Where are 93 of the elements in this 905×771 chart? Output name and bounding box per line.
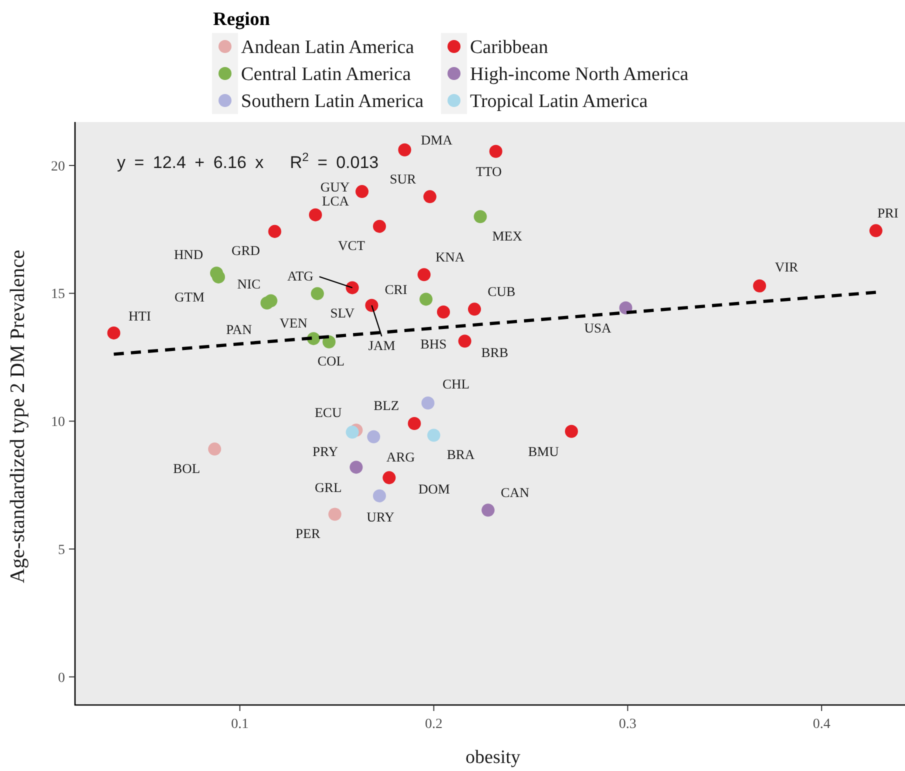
x-tick-label: 0.2 — [425, 717, 443, 732]
annotation: BHS — [420, 336, 447, 352]
annotation: VEN — [280, 315, 308, 330]
point — [322, 335, 336, 348]
y-tick-label: 20 — [51, 159, 65, 174]
annotation: BRA — [446, 446, 475, 462]
annotation: PAN — [226, 322, 252, 337]
point — [474, 210, 487, 224]
annotation: CUB — [488, 284, 516, 299]
annotation: y = 12.4 + 6.16 x R$^{2}$ = 0.013 — [117, 150, 379, 172]
legend-label: Southern Latin America — [241, 91, 424, 112]
annotation: PER — [295, 526, 320, 541]
point — [308, 208, 322, 222]
annotation: CRI — [384, 282, 408, 297]
y-tick-label: 0 — [58, 670, 65, 686]
legend-title: Region — [213, 9, 270, 30]
point — [423, 190, 436, 204]
x-axis-title: obesity — [466, 747, 521, 768]
annotation: CAN — [500, 484, 530, 500]
annotation: VCT — [338, 238, 366, 254]
annotation: GTM — [174, 290, 205, 305]
point — [427, 428, 440, 442]
point — [356, 185, 369, 198]
annotation: DMA — [420, 132, 453, 148]
legend-label: Tropical Latin America — [470, 91, 648, 112]
y-axis-title: Age-standardized type 2 DM Prevalence — [7, 250, 29, 584]
annotation: CHL — [442, 376, 470, 392]
annotation: BMU — [528, 444, 560, 460]
annotation: GUY — [320, 179, 350, 194]
point — [260, 296, 274, 310]
point — [346, 281, 359, 294]
point — [328, 508, 342, 521]
annotation: PRY — [312, 444, 338, 459]
point — [753, 279, 766, 292]
point — [436, 305, 450, 318]
y-tick-label: 10 — [51, 415, 65, 430]
point — [382, 471, 396, 484]
point — [346, 426, 359, 439]
annotation: SUR — [390, 171, 416, 186]
annotation: VIR — [774, 260, 798, 275]
point — [418, 268, 431, 282]
point — [398, 143, 412, 156]
annotation: BRB — [481, 344, 508, 360]
point — [564, 424, 578, 438]
point — [310, 287, 324, 300]
annotation: SLV — [330, 305, 355, 320]
point — [367, 430, 380, 444]
annotation: ECU — [314, 404, 342, 420]
annotation: HND — [174, 246, 204, 262]
point — [420, 292, 433, 306]
y-tick-label: 15 — [51, 287, 65, 302]
annotation: JAM — [368, 338, 396, 354]
point — [350, 460, 363, 474]
annotation: GRD — [231, 243, 260, 258]
legend-label: High-income North America — [470, 64, 689, 86]
point — [468, 302, 481, 316]
annotation: TTO — [476, 164, 502, 180]
annotation: DOM — [418, 481, 450, 496]
annotation: URY — [366, 510, 395, 525]
legend-label: Andean Latin America — [241, 37, 415, 58]
y-tick-label: 5 — [58, 542, 65, 558]
legend-label: Caribbean — [470, 37, 549, 58]
annotation: ATG — [287, 268, 314, 284]
point — [421, 396, 434, 410]
x-tick-label: 0.4 — [812, 717, 830, 732]
annotation: NIC — [237, 276, 260, 292]
annotation: KNA — [435, 249, 465, 264]
annotation: BLZ — [374, 398, 400, 414]
point — [619, 301, 632, 314]
point — [107, 326, 120, 340]
annotation: LCA — [322, 194, 350, 209]
legend-label: Central Latin America — [241, 64, 412, 86]
x-tick-label: 0.1 — [231, 717, 249, 732]
annotation: HTI — [128, 308, 152, 324]
point — [212, 270, 226, 284]
x-tick-label: 0.3 — [618, 717, 636, 732]
annotation: USA — [584, 320, 612, 336]
annotation: BOL — [173, 460, 200, 476]
annotation: PRI — [877, 205, 899, 220]
point — [208, 442, 222, 456]
point — [482, 504, 495, 517]
point — [365, 298, 378, 312]
point — [489, 144, 502, 158]
point — [869, 224, 882, 238]
point — [372, 220, 386, 233]
point — [408, 416, 421, 430]
annotation: ARG — [386, 449, 416, 464]
point — [372, 489, 386, 502]
annotation: COL — [318, 354, 345, 369]
annotation: GRL — [314, 480, 342, 495]
annotation: MEX — [492, 228, 523, 244]
point — [458, 334, 472, 348]
point — [268, 224, 282, 238]
